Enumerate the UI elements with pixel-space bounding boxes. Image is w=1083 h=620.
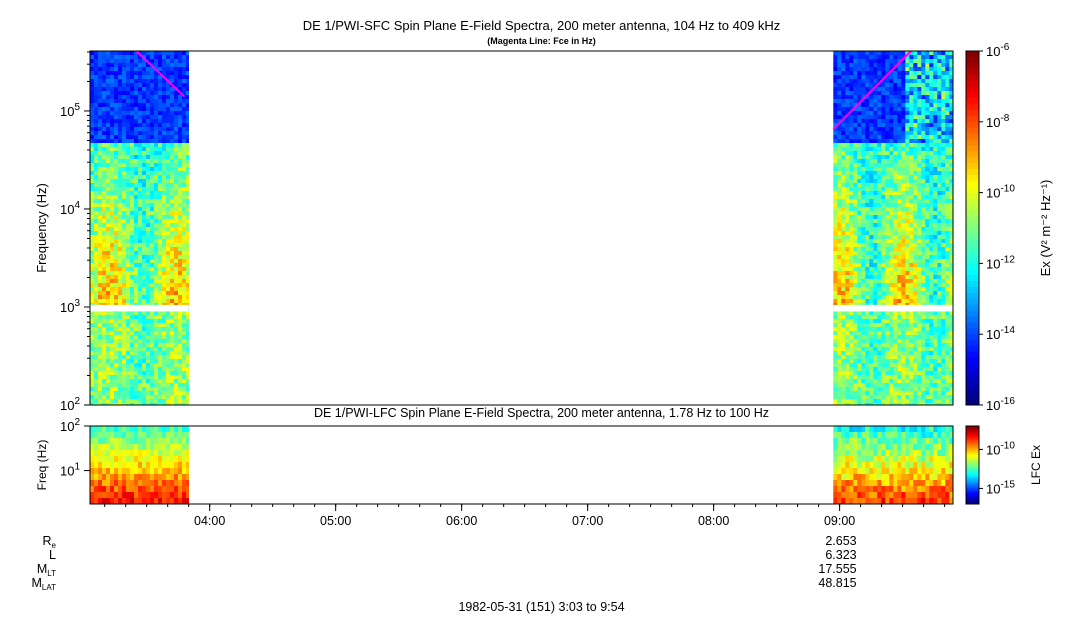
bottom-ytick-label-0: 102	[60, 417, 80, 434]
sfc-interval-0	[90, 51, 189, 406]
top-ytick-label-2: 104	[60, 200, 80, 217]
bottom-colorbar-label: LFC Ex	[1029, 445, 1043, 485]
top-cbar-label-4: 10-14	[986, 325, 1015, 342]
bottom-colorbar: 10-10 10-15 LFC Ex	[965, 425, 1043, 505]
bottom-panel-title: DE 1/PWI-LFC Spin Plane E-Field Spectra,…	[313, 406, 770, 420]
time-tick-label-2: 06:00	[446, 514, 477, 528]
ephemeris-value-3: 48.815	[818, 576, 856, 590]
ephemeris-label-1: L	[49, 548, 56, 562]
ephemeris-value-1: 6.323	[825, 548, 856, 562]
bottom-cbar-label-0: 10-10	[986, 440, 1015, 457]
sfc-gap-band	[90, 304, 189, 312]
time-tick-label-3: 07:00	[572, 514, 603, 528]
top-colorbar: 10-6 10-8 10-10 10-12 10-14 10-16 Ex (V² m⁻² H…	[965, 42, 1053, 413]
date-range-label: 1982-05-31 (151) 3:03 to 9:54	[458, 600, 625, 614]
bottom-cbar-label-1: 10-15	[986, 479, 1015, 496]
bottom-ytick-label-1: 101	[60, 462, 80, 479]
top-colorbar-frame	[965, 50, 980, 406]
top-cbar-label-0: 10-6	[986, 42, 1010, 59]
top-ylabel: Frequency (Hz)	[34, 183, 49, 273]
top-panel-subtitle: (Magenta Line: Fce in Hz)	[487, 36, 596, 46]
top-cbar-label-1: 10-8	[986, 113, 1010, 130]
top-cbar-label-5: 10-16	[986, 396, 1015, 413]
fce-line-0	[135, 50, 186, 98]
ephemeris-label-2: MLT	[37, 562, 56, 578]
sfc-interval-1	[833, 51, 954, 406]
bottom-plot-frame	[89, 425, 954, 505]
time-tick-label-1: 05:00	[320, 514, 351, 528]
axes-layer: 102 103 104 105 Frequency (Hz) 102 101 Freq (Hz…	[34, 51, 946, 528]
time-tick-label-5: 09:00	[824, 514, 855, 528]
text-layer: Re 2.653 L 6.323 MLT 17.555 MLAT 48.815	[32, 534, 857, 592]
bottom-ylabel: Freq (Hz)	[35, 440, 49, 491]
top-plot-frame	[89, 50, 954, 406]
top-colorbar-label: Ex (V² m⁻² Hz⁻¹)	[1038, 180, 1053, 277]
time-tick-label-0: 04:00	[194, 514, 225, 528]
bottom-colorbar-frame	[965, 425, 980, 505]
top-panel-title: DE 1/PWI-SFC Spin Plane E-Field Spectra,…	[302, 18, 781, 33]
ephemeris-value-2: 17.555	[818, 562, 856, 576]
top-ytick-label-3: 105	[60, 102, 80, 119]
lfc-interval-0	[90, 426, 189, 505]
top-cbar-label-3: 10-12	[986, 254, 1015, 271]
ephemeris-label-0: Re	[43, 534, 57, 550]
fce-line-1	[832, 50, 912, 131]
top-ytick-label-0: 102	[60, 396, 80, 413]
lfc-interval-1	[833, 426, 954, 505]
time-tick-label-4: 08:00	[698, 514, 729, 528]
ephemeris-value-0: 2.653	[825, 534, 856, 548]
sfc-gap-band	[833, 304, 953, 312]
top-ytick-label-1: 103	[60, 298, 80, 315]
bottom-spectrogram-panel	[89, 425, 954, 505]
top-spectrogram-panel	[89, 50, 954, 406]
top-cbar-label-2: 10-10	[986, 184, 1015, 201]
ephemeris-label-3: MLAT	[32, 576, 57, 592]
